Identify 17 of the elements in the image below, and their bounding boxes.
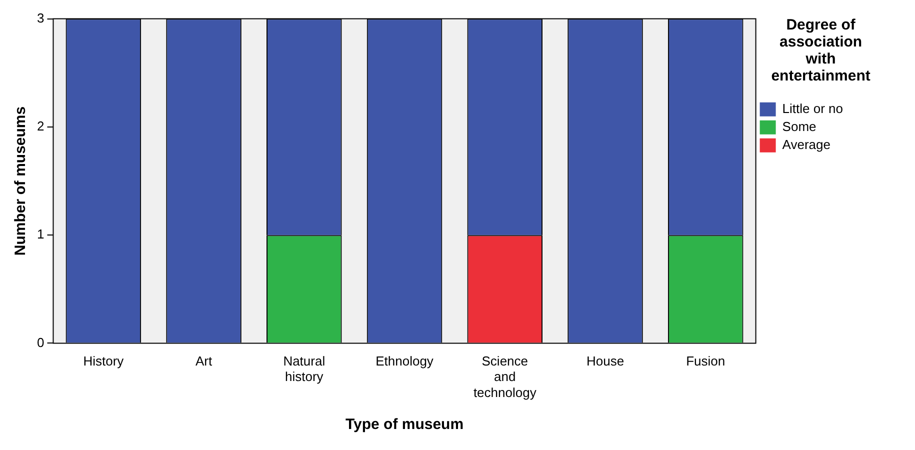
legend-label: Little or no bbox=[782, 100, 843, 116]
x-axis-title: Type of museum bbox=[345, 416, 464, 434]
legend-label: Average bbox=[782, 136, 830, 152]
y-tick-label: 3 bbox=[36, 10, 44, 26]
x-tick-label: House bbox=[586, 354, 624, 369]
y-tick-label: 2 bbox=[36, 118, 44, 134]
x-tick-label: Fusion bbox=[686, 354, 726, 369]
x-tick-label: Ethnology bbox=[376, 354, 434, 369]
x-tick-label: Science and technology bbox=[473, 354, 537, 400]
legend-title: Degree of association with entertainment bbox=[771, 16, 870, 85]
y-tick-label: 0 bbox=[36, 334, 44, 350]
legend-label: Some bbox=[782, 118, 816, 134]
x-tick-label: Art bbox=[195, 354, 212, 369]
x-tick-label: Natural history bbox=[283, 354, 326, 384]
x-tick-label: History bbox=[83, 354, 124, 369]
y-axis-title: Number of museums bbox=[12, 106, 30, 256]
y-tick-label: 1 bbox=[36, 226, 44, 242]
